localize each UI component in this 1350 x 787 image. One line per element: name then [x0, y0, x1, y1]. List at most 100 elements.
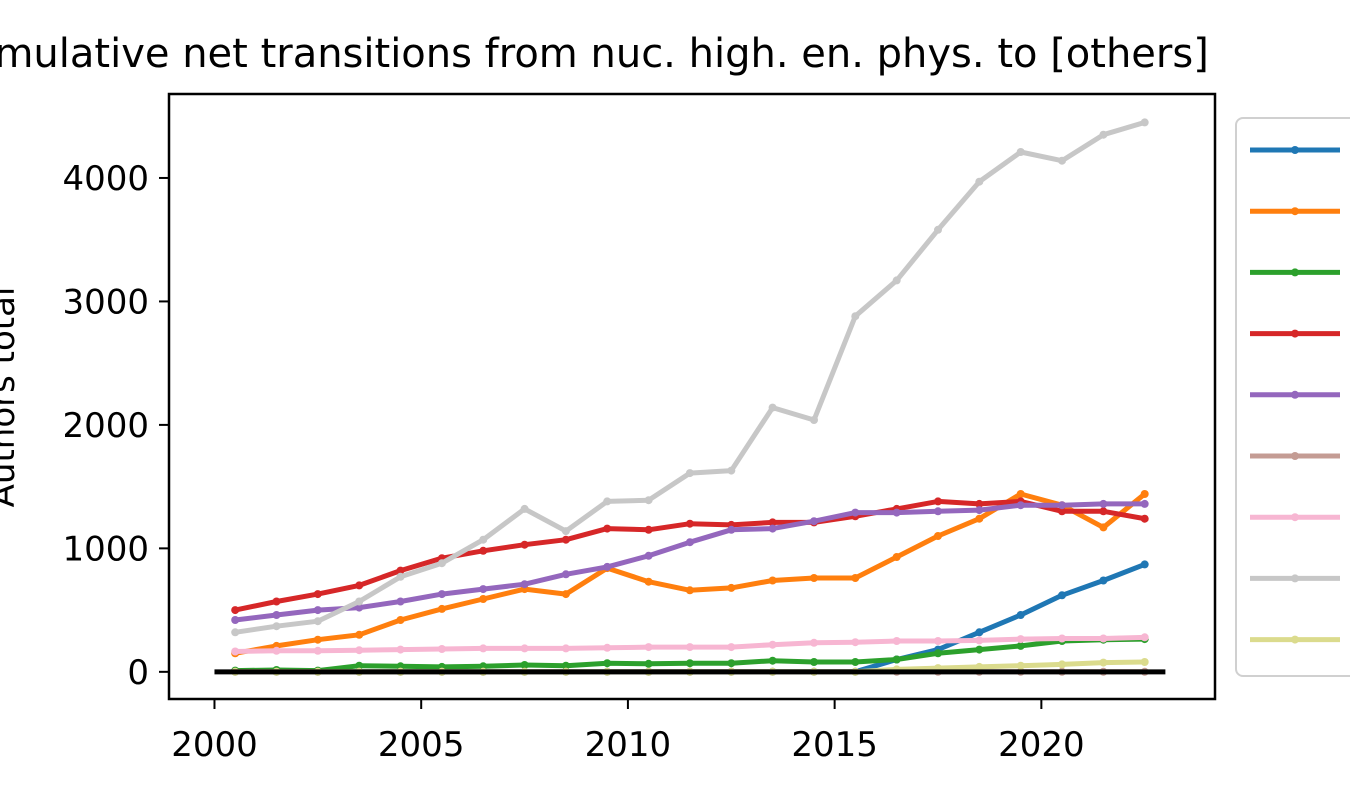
plot-frame [167, 92, 1217, 701]
data-point [934, 225, 942, 234]
data-point [768, 576, 777, 585]
legend-entry [1250, 390, 1340, 399]
data-point [768, 518, 777, 527]
x-tick-label: 2010 [585, 725, 672, 765]
data-point [520, 580, 529, 589]
data-point [644, 659, 653, 668]
data-point [313, 646, 322, 655]
series-7-line [234, 120, 1146, 635]
data-point [685, 643, 694, 652]
data-point [1140, 514, 1149, 523]
data-point [1016, 148, 1025, 156]
legend [1235, 117, 1350, 677]
data-point [355, 597, 364, 606]
data-point [355, 581, 364, 590]
data-point [810, 574, 818, 582]
data-point [1016, 490, 1025, 498]
data-point [1058, 507, 1066, 516]
data-point [1016, 501, 1025, 510]
data-point [934, 637, 942, 645]
data-point [1058, 660, 1066, 669]
data-point [313, 617, 322, 626]
data-point [355, 646, 364, 655]
data-point [313, 606, 322, 615]
data-point [892, 508, 901, 517]
data-point [685, 659, 694, 668]
data-point [396, 597, 405, 606]
data-point [1099, 658, 1108, 667]
legend-marker [1291, 146, 1299, 154]
data-point [851, 638, 860, 647]
y-tick-label: 1000 [62, 529, 149, 569]
data-point [975, 645, 984, 654]
data-point [1140, 118, 1149, 127]
data-point [851, 574, 860, 582]
series-1-line [234, 491, 1147, 656]
data-point [479, 546, 488, 555]
data-point [1140, 490, 1149, 498]
data-point [644, 577, 653, 586]
data-point [727, 583, 736, 592]
data-point [1099, 130, 1108, 139]
data-point [975, 662, 984, 671]
axes-layer: 2000 2005 2010 2015 2020 0 1000 2000 3000 4000 [62, 92, 1217, 765]
data-point [603, 497, 612, 506]
data-point [396, 645, 405, 654]
data-point [727, 659, 736, 668]
data-point [520, 644, 529, 653]
legend-entry [1250, 146, 1340, 154]
data-point [851, 508, 860, 517]
data-point [561, 590, 570, 599]
data-point [603, 524, 612, 533]
data-point [355, 661, 364, 670]
data-point [975, 506, 984, 515]
legend-marker [1291, 390, 1299, 399]
x-tick-label: 2005 [378, 725, 465, 765]
data-point [313, 590, 322, 599]
data-point [355, 630, 364, 639]
data-point [561, 644, 570, 653]
y-tick-label: 2000 [62, 406, 149, 446]
data-point [603, 659, 612, 668]
data-point [479, 644, 488, 653]
data-point [1058, 634, 1066, 643]
data-point [561, 535, 570, 544]
legend-entry [1250, 329, 1340, 338]
data-point [520, 540, 529, 549]
data-point [1016, 611, 1025, 619]
data-point [1058, 156, 1066, 165]
data-point [396, 572, 405, 581]
legend-entry [1250, 513, 1340, 522]
data-point [810, 517, 818, 526]
data-point [892, 553, 901, 561]
data-point [892, 276, 901, 285]
data-point [231, 647, 240, 656]
data-point [727, 466, 736, 475]
data-point [231, 606, 240, 615]
data-point [1058, 501, 1066, 510]
legend-marker [1291, 513, 1299, 522]
x-tick-label: 2000 [171, 725, 258, 765]
data-point [1140, 633, 1149, 642]
data-point [603, 562, 612, 571]
data-point [768, 524, 777, 533]
chart-title: Cumulative net transitions from nuc. hig… [0, 31, 1209, 77]
data-point [479, 595, 488, 603]
series-0 [231, 560, 1149, 676]
data-point [231, 628, 240, 637]
data-point [479, 585, 488, 594]
data-point [396, 566, 405, 575]
data-point [437, 590, 446, 599]
data-point [727, 643, 736, 652]
data-point [975, 499, 984, 508]
y-axis-label: Authors total [0, 287, 23, 508]
data-point [685, 538, 694, 547]
series-layer [214, 118, 1166, 676]
legend-entry [1250, 635, 1340, 644]
data-point [685, 469, 694, 478]
data-point [1099, 499, 1108, 508]
legend-entry [1250, 207, 1340, 216]
data-point [1099, 507, 1108, 516]
data-point [272, 622, 281, 631]
data-point [396, 616, 405, 624]
